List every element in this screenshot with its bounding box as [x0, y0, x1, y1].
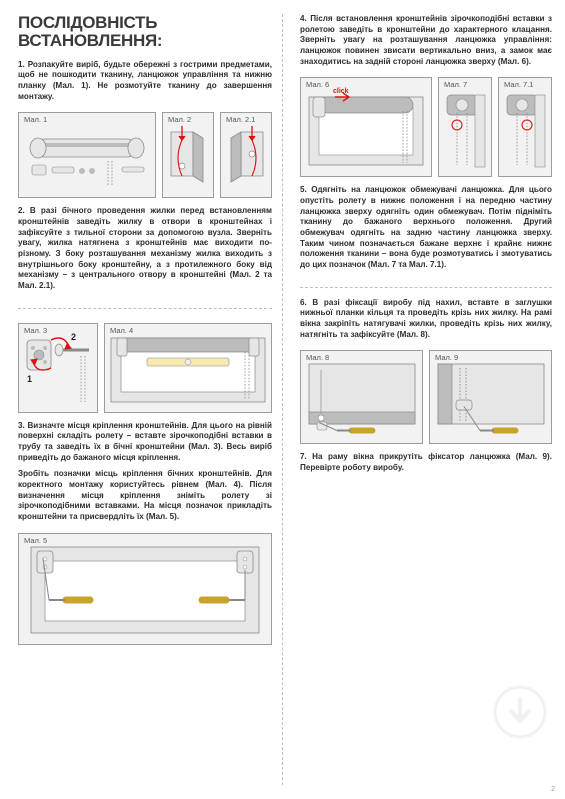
fig-row-5: Мал. 8 Мал. 9: [300, 350, 552, 444]
figure-caption: Мал. 8: [305, 353, 330, 362]
figure-caption: Мал. 2.1: [225, 115, 256, 124]
step-6-text: 6. В разі фіксації виробу під нахил, вст…: [300, 298, 552, 341]
step-3b-text: Зробіть позначки місць кріплення бічних …: [18, 469, 272, 522]
figure-3: Мал. 3 2: [18, 323, 98, 413]
page: ПОСЛІДОВНІСТЬ ВСТАНОВЛЕННЯ: 1. Розпакуйт…: [0, 0, 565, 799]
figure-caption: Мал. 7: [443, 80, 468, 89]
figure-caption: Мал. 2: [167, 115, 192, 124]
figure-7: Мал. 7: [438, 77, 492, 177]
horizontal-divider: [300, 287, 552, 288]
figure-6: Мал. 6 click: [300, 77, 432, 177]
figure-8: Мал. 8: [300, 350, 423, 444]
figure-caption: Мал. 6: [305, 80, 330, 89]
page-number: 2: [551, 786, 555, 793]
anno-num-2: 2: [71, 332, 76, 342]
step-1-text: 1. Розпакуйте виріб, будьте обережні з г…: [18, 60, 272, 103]
figure-5: Мал. 5: [18, 533, 272, 645]
figure-2-1: Мал. 2.1: [220, 112, 272, 198]
figure-9: Мал. 9: [429, 350, 552, 444]
figure-caption: Мал. 7.1: [503, 80, 534, 89]
figure-1: Мал. 1: [18, 112, 156, 198]
page-title: ПОСЛІДОВНІСТЬ ВСТАНОВЛЕННЯ:: [18, 14, 272, 50]
vertical-divider: [282, 14, 283, 785]
step-5-text: 5. Одягніть на ланцюжок обмежувачі ланцю…: [300, 185, 552, 270]
anno-num-1: 1: [27, 374, 32, 384]
figure-caption: Мал. 9: [434, 353, 459, 362]
click-label: click: [333, 88, 349, 95]
figure-caption: Мал. 1: [23, 115, 48, 124]
figure-2: Мал. 2: [162, 112, 214, 198]
step-4-text: 4. Після встановлення кронштейнів зірочк…: [300, 14, 552, 67]
fig-row-2: Мал. 3 2: [18, 323, 272, 413]
figure-caption: Мал. 3: [23, 326, 48, 335]
figure-caption: Мал. 4: [109, 326, 134, 335]
figure-4: Мал. 4: [104, 323, 272, 413]
horizontal-divider: [18, 308, 272, 309]
fig-row-3: Мал. 5: [18, 533, 272, 645]
step-7-text: 7. На раму вікна прикрутіть фіксатор лан…: [300, 452, 552, 473]
step-2-text: 2. В разі бічного проведення жилки перед…: [18, 206, 272, 291]
figure-7-1: Мал. 7.1: [498, 77, 552, 177]
step-3a-text: 3. Визначте місця кріплення кронштейнів.…: [18, 421, 272, 464]
fig-row-4: Мал. 6 click Мал. 7: [300, 77, 552, 177]
figure-caption: Мал. 5: [23, 536, 48, 545]
right-column: 4. Після встановлення кронштейнів зірочк…: [294, 14, 552, 785]
fig-row-1: Мал. 1: [18, 112, 272, 198]
left-column: ПОСЛІДОВНІСТЬ ВСТАНОВЛЕННЯ: 1. Розпакуйт…: [18, 14, 278, 785]
watermark-icon: [493, 685, 547, 739]
